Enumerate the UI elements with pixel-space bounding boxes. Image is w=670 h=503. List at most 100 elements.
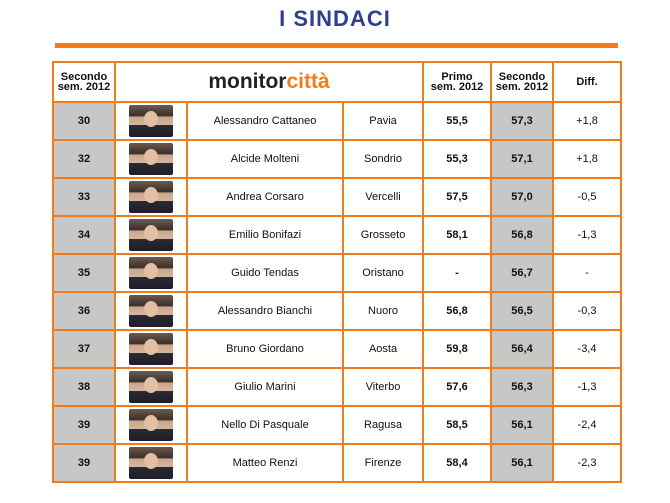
header-first-semester: Primo sem. 2012 <box>422 61 493 103</box>
first-semester-score: 57,6 <box>422 367 493 407</box>
score-diff: -2,4 <box>552 405 623 445</box>
rank-cell: 39 <box>52 405 116 445</box>
mayor-name: Nello Di Pasquale <box>186 405 344 445</box>
photo-cell <box>114 139 188 179</box>
city-name: Ragusa <box>341 405 425 445</box>
city-name: Firenze <box>341 443 425 483</box>
score-diff: -1,3 <box>552 367 623 407</box>
city-name: Pavia <box>341 101 425 141</box>
table-row: 34 Emilio Bonifazi Grosseto 58,1 56,8 -1,3 <box>52 215 623 255</box>
first-semester-score: 58,5 <box>422 405 493 445</box>
first-semester-score: 55,3 <box>422 139 493 179</box>
city-name: Viterbo <box>341 367 425 407</box>
second-semester-score: 56,7 <box>490 253 555 293</box>
rank-cell: 33 <box>52 177 116 217</box>
header-diff: Diff. <box>552 61 623 103</box>
rank-cell: 32 <box>52 139 116 179</box>
photo-cell <box>114 101 188 141</box>
second-semester-score: 57,0 <box>490 177 555 217</box>
first-semester-score: 58,1 <box>422 215 493 255</box>
score-diff: +1,8 <box>552 139 623 179</box>
mayor-photo <box>129 371 173 403</box>
table-row: 36 Alessandro Bianchi Nuoro 56,8 56,5 -0,3 <box>52 291 623 331</box>
photo-cell <box>114 329 188 369</box>
logo-main: monitor <box>208 70 287 93</box>
photo-cell <box>114 443 188 483</box>
city-name: Grosseto <box>341 215 425 255</box>
mayor-name: Emilio Bonifazi <box>186 215 344 255</box>
rank-cell: 38 <box>52 367 116 407</box>
rank-cell: 30 <box>52 101 116 141</box>
first-semester-score: 56,8 <box>422 291 493 331</box>
rank-cell: 34 <box>52 215 116 255</box>
mayor-name: Alessandro Bianchi <box>186 291 344 331</box>
mayor-photo <box>129 257 173 289</box>
city-name: Oristano <box>341 253 425 293</box>
logo-accent: città <box>286 70 330 93</box>
mayor-photo <box>129 143 173 175</box>
page-title: I SINDACI <box>279 6 391 31</box>
second-semester-score: 56,4 <box>490 329 555 369</box>
second-semester-score: 56,3 <box>490 367 555 407</box>
title-underline <box>55 43 618 48</box>
city-name: Vercelli <box>341 177 425 217</box>
monitorcitta-logo: monitorcittà <box>208 70 329 93</box>
first-semester-score: 55,5 <box>422 101 493 141</box>
second-semester-score: 57,1 <box>490 139 555 179</box>
city-name: Nuoro <box>341 291 425 331</box>
header-first-line2: sem. 2012 <box>430 81 484 93</box>
table-row: 39 Matteo Renzi Firenze 58,4 56,1 -2,3 <box>52 443 623 483</box>
mayor-photo <box>129 181 173 213</box>
first-semester-score: - <box>422 253 493 293</box>
table-row: 30 Alessandro Cattaneo Pavia 55,5 57,3 +1,8 <box>52 101 623 141</box>
header-second-semester: Secondo sem. 2012 <box>490 61 555 103</box>
first-semester-score: 57,5 <box>422 177 493 217</box>
city-name: Sondrio <box>341 139 425 179</box>
second-semester-score: 56,5 <box>490 291 555 331</box>
mayor-photo <box>129 447 173 479</box>
second-semester-score: 57,3 <box>490 101 555 141</box>
table-header-row: Secondo sem. 2012 monitorcittà Primo sem… <box>52 61 623 103</box>
mayor-name: Matteo Renzi <box>186 443 344 483</box>
mayor-name: Alessandro Cattaneo <box>186 101 344 141</box>
header-second-line2: sem. 2012 <box>495 81 549 93</box>
second-semester-score: 56,8 <box>490 215 555 255</box>
rank-cell: 37 <box>52 329 116 369</box>
mayor-name: Alcide Molteni <box>186 139 344 179</box>
mayor-photo <box>129 295 173 327</box>
header-rank-line1: Secondo <box>60 71 108 83</box>
mayors-ranking-table: Secondo sem. 2012 monitorcittà Primo sem… <box>52 61 623 483</box>
header-first-line1: Primo <box>441 71 473 83</box>
city-name: Aosta <box>341 329 425 369</box>
score-diff: -3,4 <box>552 329 623 369</box>
mayor-name: Bruno Giordano <box>186 329 344 369</box>
score-diff: -0,5 <box>552 177 623 217</box>
second-semester-score: 56,1 <box>490 405 555 445</box>
score-diff: -1,3 <box>552 215 623 255</box>
mayor-photo <box>129 219 173 251</box>
mayor-name: Guido Tendas <box>186 253 344 293</box>
header-second-line1: Secondo <box>498 71 546 83</box>
score-diff: -2,3 <box>552 443 623 483</box>
rank-cell: 35 <box>52 253 116 293</box>
table-row: 35 Guido Tendas Oristano -56,7- <box>52 253 623 293</box>
second-semester-score: 56,1 <box>490 443 555 483</box>
table-row: 39 Nello Di Pasquale Ragusa 58,5 56,1 -2,4 <box>52 405 623 445</box>
mayor-name: Giulio Marini <box>186 367 344 407</box>
mayor-photo <box>129 333 173 365</box>
photo-cell <box>114 177 188 217</box>
score-diff: +1,8 <box>552 101 623 141</box>
table-row: 37 Bruno Giordano Aosta 59,8 56,4 -3,4 <box>52 329 623 369</box>
rank-cell: 39 <box>52 443 116 483</box>
header-rank-line2: sem. 2012 <box>57 81 111 93</box>
photo-cell <box>114 405 188 445</box>
table-row: 32 Alcide Molteni Sondrio 55,3 57,1 +1,8 <box>52 139 623 179</box>
mayor-photo <box>129 409 173 441</box>
table-row: 33 Andrea Corsaro Vercelli 57,5 57,0 -0,5 <box>52 177 623 217</box>
score-diff: - <box>552 253 623 293</box>
photo-cell <box>114 253 188 293</box>
score-diff: -0,3 <box>552 291 623 331</box>
first-semester-score: 59,8 <box>422 329 493 369</box>
mayor-name: Andrea Corsaro <box>186 177 344 217</box>
first-semester-score: 58,4 <box>422 443 493 483</box>
